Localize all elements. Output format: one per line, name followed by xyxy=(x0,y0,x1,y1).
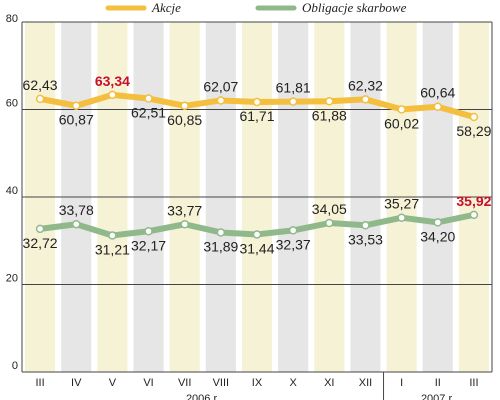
x-tick-label: XI xyxy=(324,377,334,389)
data-label: 32,17 xyxy=(131,237,166,253)
year-labels: 2006 r. 2007 r. xyxy=(186,372,455,400)
x-tick-label: VI xyxy=(143,377,153,389)
data-point xyxy=(71,101,81,110)
data-label: 34,05 xyxy=(312,201,347,217)
data-point xyxy=(252,230,262,239)
data-label: 31,89 xyxy=(203,238,238,254)
data-label: 31,21 xyxy=(95,241,130,257)
data-label: 35,92 xyxy=(456,193,491,209)
data-label: 58,29 xyxy=(456,123,491,139)
x-tick-label: III xyxy=(469,377,478,389)
data-point xyxy=(433,218,443,227)
x-tick-label: I xyxy=(400,377,403,389)
data-point xyxy=(288,97,298,106)
data-point xyxy=(71,219,81,229)
y-tick-label: 40 xyxy=(6,185,18,197)
y-tick-label: 20 xyxy=(6,273,18,285)
data-label: 32,37 xyxy=(276,236,311,252)
data-point xyxy=(469,210,479,220)
data-point xyxy=(325,97,334,106)
data-label: 31,44 xyxy=(239,240,274,256)
x-tick-label: II xyxy=(435,377,441,389)
data-label: 63,34 xyxy=(95,73,130,89)
data-point xyxy=(469,112,479,122)
data-point xyxy=(361,95,370,104)
data-point xyxy=(397,105,406,114)
data-label: 62,07 xyxy=(203,78,238,94)
data-label: 34,20 xyxy=(420,228,455,244)
data-label: 60,87 xyxy=(59,112,94,128)
x-tick-label: VIII xyxy=(213,377,230,389)
data-label: 33,78 xyxy=(59,202,94,218)
data-label: 61,88 xyxy=(312,107,347,123)
y-tick-label: 0 xyxy=(12,360,18,372)
legend: Akcje Obligacje skarbowe xyxy=(105,0,407,15)
data-label: 32,72 xyxy=(23,235,58,251)
data-point xyxy=(180,220,189,229)
y-axis-ticks: 0 20 40 60 80 xyxy=(6,13,18,372)
data-point xyxy=(144,94,153,103)
x-tick-label: IV xyxy=(71,377,82,389)
data-point xyxy=(144,227,153,236)
data-label: 60,02 xyxy=(384,115,419,131)
data-label: 35,27 xyxy=(384,196,419,212)
data-point xyxy=(252,97,262,107)
data-point xyxy=(180,101,189,111)
x-tick-label: IX xyxy=(252,377,263,389)
data-point xyxy=(325,218,334,228)
data-label: 62,51 xyxy=(131,105,166,121)
x-axis-ticks: III IV V VI VII VIII IX X XI XII I II III xyxy=(35,377,478,389)
data-point xyxy=(433,102,443,111)
data-point xyxy=(361,221,370,230)
data-label: 60,85 xyxy=(167,112,202,128)
data-label: 60,64 xyxy=(420,85,455,101)
legend-label-1: Obligacje skarbowe xyxy=(302,0,407,15)
data-point xyxy=(35,224,45,234)
data-label: 61,71 xyxy=(239,108,274,124)
series-points xyxy=(35,90,479,240)
data-point xyxy=(108,90,117,100)
data-label: 61,81 xyxy=(276,80,311,96)
legend-label-0: Akcje xyxy=(151,0,181,15)
data-point xyxy=(35,94,45,104)
data-label: 62,32 xyxy=(348,77,383,93)
x-tick-label: V xyxy=(109,377,117,389)
x-tick-label: X xyxy=(289,377,297,389)
year-label: 2006 r. xyxy=(186,393,220,400)
data-label: 33,53 xyxy=(348,231,383,247)
data-point xyxy=(108,231,117,240)
data-point xyxy=(397,213,406,222)
y-tick-label: 60 xyxy=(6,98,18,110)
x-tick-label: VII xyxy=(178,377,191,389)
data-point xyxy=(288,226,298,235)
x-tick-label: XII xyxy=(359,377,372,389)
y-tick-label: 80 xyxy=(6,13,18,25)
data-point xyxy=(216,96,226,105)
data-label: 33,77 xyxy=(167,202,202,218)
data-point xyxy=(216,228,226,237)
year-label: 2007 r. xyxy=(421,393,455,400)
data-label: 62,43 xyxy=(23,77,58,93)
x-tick-label: III xyxy=(35,377,44,389)
